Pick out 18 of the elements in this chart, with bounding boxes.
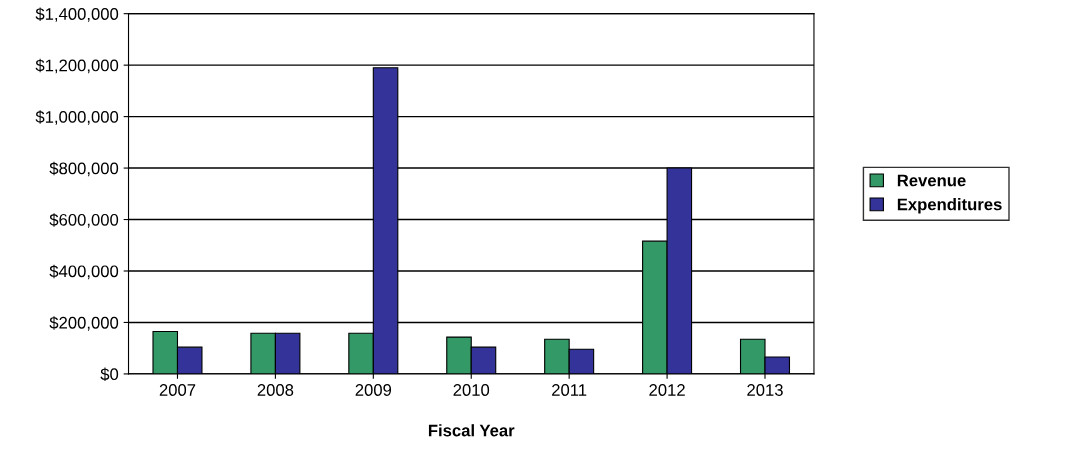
x-tick-label: 2012 [649,384,685,396]
y-tick-label: $200,000 [49,316,119,331]
y-tick-label: $1,200,000 [35,58,119,74]
x-tick-label: 2013 [747,384,783,396]
x-axis-title: Fiscal Year [428,424,515,437]
x-tick-label: 2009 [355,384,392,396]
legend-label: Revenue [897,174,966,187]
y-tick-label: $1,400,000 [35,7,119,22]
x-tick-label: 2007 [159,384,196,396]
y-tick-label: $400,000 [49,264,119,280]
y-tick-label: $800,000 [49,161,119,177]
x-tick-label: 2011 [552,384,587,396]
y-tick-label: $1,000,000 [35,110,119,125]
x-tick-label: 2010 [453,384,490,396]
legend-label: Expenditures [897,198,1002,214]
y-tick-label: $600,000 [49,213,119,228]
y-tick-label: $0 [100,367,119,382]
x-tick-label: 2008 [257,384,294,396]
